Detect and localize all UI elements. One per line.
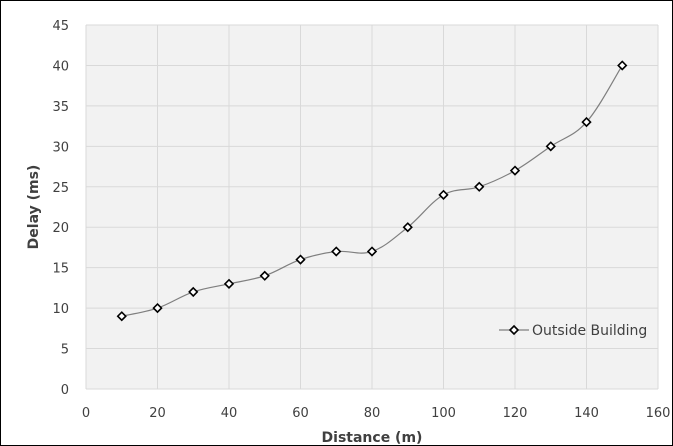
data-point-marker xyxy=(331,246,342,257)
y-tick-label: 30 xyxy=(52,140,69,155)
x-axis-title: Distance (m) xyxy=(322,430,423,445)
data-point-marker xyxy=(474,181,485,192)
x-tick-label: 100 xyxy=(431,406,456,421)
legend-label-outside-building: Outside Building xyxy=(532,323,647,339)
y-tick-label: 45 xyxy=(52,19,69,34)
data-point-marker xyxy=(188,286,199,298)
y-tick-label: 20 xyxy=(52,221,69,236)
x-tick-label: 120 xyxy=(503,406,528,421)
data-point-marker xyxy=(152,302,163,314)
x-tick-label: 140 xyxy=(574,406,599,421)
data-point-marker xyxy=(438,189,449,200)
data-point-marker xyxy=(223,278,235,289)
legend-diamond-marker xyxy=(508,324,520,336)
data-point-marker xyxy=(509,165,521,176)
data-point-marker xyxy=(116,311,127,322)
data-point-marker xyxy=(402,222,413,233)
data-point-marker xyxy=(295,254,306,265)
y-axis-title: Delay (ms) xyxy=(26,165,42,250)
tick-labels: 0 5 10 15 20 25 30 35 40 45 0 20 40 60 80 100 120 140 160 xyxy=(52,19,670,421)
y-tick-label: 15 xyxy=(52,262,69,277)
data-point-marker xyxy=(259,270,270,281)
x-tick-label: 40 xyxy=(221,406,238,421)
y-tick-label: 40 xyxy=(52,59,69,74)
x-tick-label: 160 xyxy=(646,406,671,421)
gridlines xyxy=(86,24,659,389)
data-point-marker xyxy=(581,116,592,128)
y-tick-label: 0 xyxy=(61,383,69,398)
legend: Outside Building xyxy=(499,323,647,339)
data-point-marker xyxy=(366,246,378,257)
data-point-marker xyxy=(617,60,628,71)
x-tick-label: 80 xyxy=(364,406,381,421)
x-tick-label: 20 xyxy=(149,406,166,421)
axes xyxy=(85,25,658,390)
x-tick-label: 60 xyxy=(292,406,309,421)
x-tick-label: 0 xyxy=(82,406,90,421)
series-outside-building xyxy=(116,60,628,322)
y-tick-label: 35 xyxy=(52,100,69,115)
data-point-marker xyxy=(545,141,556,152)
y-tick-label: 25 xyxy=(52,181,69,196)
y-tick-label: 5 xyxy=(61,343,69,358)
y-tick-label: 10 xyxy=(52,302,69,317)
